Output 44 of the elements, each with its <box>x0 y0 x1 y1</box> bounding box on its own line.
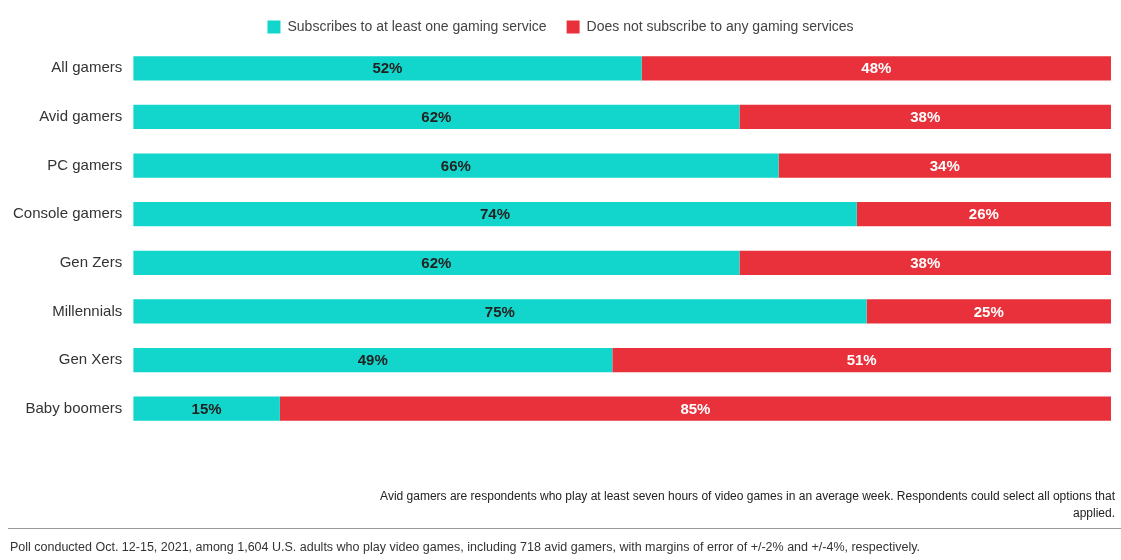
data-label: 85% <box>680 399 711 417</box>
legend-label: Does not subscribe to any gaming services <box>586 17 854 34</box>
bar <box>866 299 1111 324</box>
y-tick-label: Gen Xers <box>58 350 123 368</box>
bar <box>133 299 867 324</box>
data-label: 66% <box>440 156 471 174</box>
bar <box>133 396 280 421</box>
data-label: 74% <box>479 205 511 223</box>
bar <box>133 56 642 81</box>
data-label: 26% <box>968 205 999 223</box>
bar <box>641 56 1111 81</box>
data-label: 38% <box>910 253 941 271</box>
text: Avid gamers are respondents who play at least seven hours of video games in an average week. Respondents could select all options that applied. <box>379 488 1115 522</box>
data-label: 62% <box>421 253 452 271</box>
y-tick-label: PC gamers <box>47 155 123 173</box>
y-tick-label: Avid gamers <box>39 107 123 125</box>
data-label: 52% <box>372 59 403 77</box>
data-label: 34% <box>929 156 960 174</box>
y-tick-label: All gamers <box>51 58 123 76</box>
bar <box>133 347 613 373</box>
y-tick-label: Millennials <box>52 301 123 319</box>
bar <box>612 347 1111 373</box>
data-label: 25% <box>973 302 1004 320</box>
data-label: 15% <box>191 399 222 417</box>
text: Poll conducted Oct. 12-15, 2021, among 1,604 U.S. adults who play video games, including 718 avid gamers, with margins of error of +/-2% and +/-4%, respectively. <box>10 540 920 554</box>
bar <box>739 250 1111 275</box>
data-label: 48% <box>861 59 892 77</box>
bar <box>133 250 740 275</box>
bar <box>778 153 1111 178</box>
bar <box>133 153 779 178</box>
legend-label: Subscribes to at least one gaming service <box>287 17 547 34</box>
data-label: 38% <box>910 108 941 126</box>
data-label: 49% <box>357 351 388 369</box>
data-label: 75% <box>484 302 515 320</box>
y-tick-label: Baby boomers <box>25 398 123 416</box>
y-tick-label: Console gamers <box>13 204 123 222</box>
data-label: 62% <box>421 108 452 126</box>
data-label: 51% <box>846 351 877 369</box>
bar <box>279 396 1111 421</box>
bar <box>133 202 857 227</box>
bar <box>856 202 1111 227</box>
bar <box>739 104 1111 130</box>
y-tick-label: Gen Zers <box>59 252 123 270</box>
bar <box>133 104 740 130</box>
